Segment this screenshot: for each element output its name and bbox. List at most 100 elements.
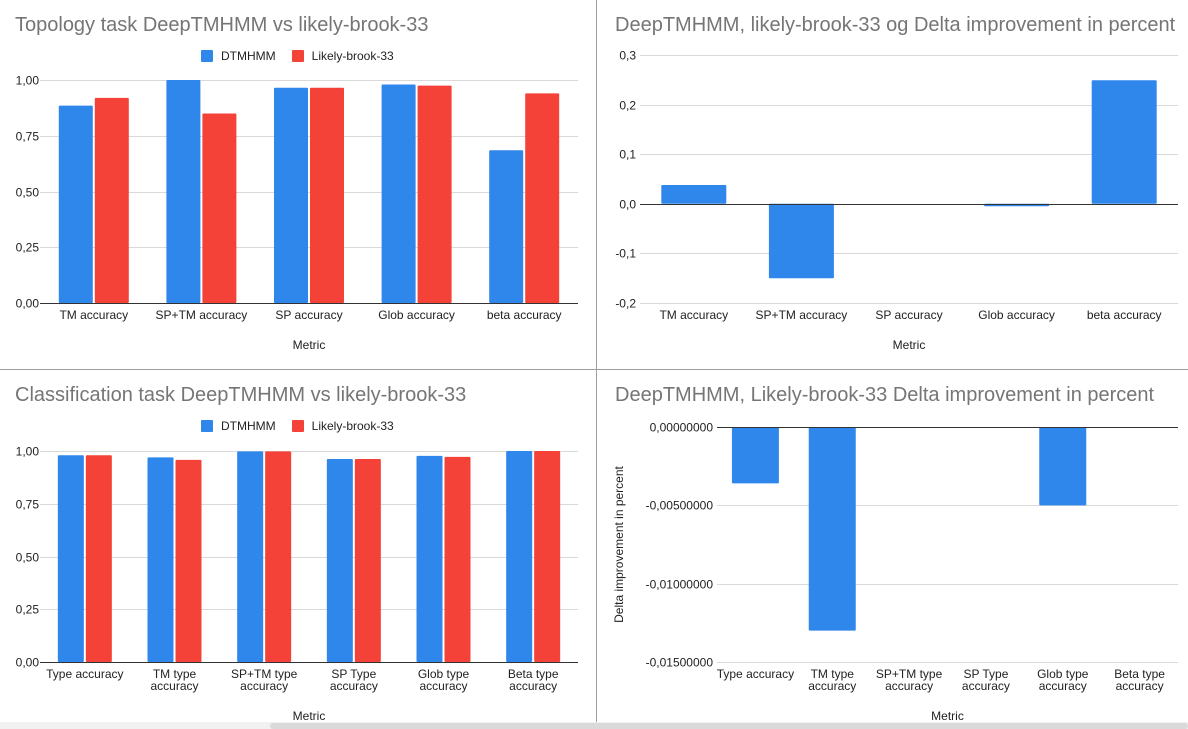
x-tick-label: SP Type [331, 667, 376, 681]
y-tick-label: 0,3 [619, 49, 636, 63]
bar [57, 455, 84, 662]
bar [381, 84, 416, 304]
x-tick-label: accuracy [1116, 679, 1164, 693]
bar [731, 427, 779, 484]
y-tick-label: 0,00 [16, 297, 40, 311]
x-tick-label: SP+TM accuracy [756, 308, 848, 322]
x-tick-label: Glob type [418, 667, 470, 681]
y-axis-title: Delta improvement in percent [612, 465, 626, 622]
legend-item-dtmhmm[interactable]: DTMHMM [201, 48, 276, 64]
legend-label: Likely-brook-33 [311, 419, 394, 433]
y-tick-label: 0,1 [619, 148, 636, 162]
y-tick-label: 0,25 [16, 241, 40, 255]
x-tick-label: accuracy [1039, 679, 1087, 693]
bar [1039, 427, 1087, 506]
y-tick-label: 0,25 [16, 603, 40, 617]
x-tick-label: accuracy [240, 679, 288, 693]
legend-swatch-blue [201, 420, 213, 432]
y-tick-label: -0,01500000 [646, 656, 714, 670]
bar [166, 80, 201, 303]
x-tick-label: accuracy [509, 679, 557, 693]
x-tick-label: Type accuracy [46, 667, 123, 681]
legend-item-dtmhmm[interactable]: DTMHMM [201, 418, 276, 434]
x-tick-label: Glob accuracy [378, 308, 455, 322]
y-tick-label: -0,00500000 [646, 499, 714, 513]
plot-area: -0,2 -0,1 0,0 0,1 0,2 0,3 TM accuracy SP+TM acc… [615, 49, 1178, 352]
bar [94, 97, 129, 303]
chart-title: Topology task DeepTMHMM vs likely-brook-… [15, 14, 429, 36]
y-tick-label: 0,2 [619, 99, 636, 113]
x-tick-label: Glob type [1037, 667, 1089, 681]
x-axis-title: Metric [893, 338, 926, 352]
x-tick-label: accuracy [808, 679, 856, 693]
y-tick-label: 0,50 [16, 551, 40, 565]
y-tick-label: 0,00 [16, 656, 40, 670]
x-tick-label: accuracy [330, 679, 378, 693]
bar [444, 456, 471, 662]
y-tick-label: 0,0 [619, 198, 636, 212]
x-tick-label: TM accuracy [59, 308, 128, 322]
x-tick-label: TM type [811, 667, 855, 681]
y-tick-label: -0,1 [615, 247, 636, 261]
bar [202, 113, 237, 303]
bar [489, 150, 524, 303]
legend-label: Likely-brook-33 [311, 49, 394, 63]
legend-swatch-red [291, 420, 304, 432]
y-tick-label: 1,00 [16, 445, 40, 459]
x-tick-label: SP+TM type [231, 667, 298, 681]
y-tick-label: -0,2 [615, 297, 636, 311]
bar [417, 85, 452, 303]
bar [310, 87, 344, 304]
plot-area: 0,00 0,25 0,50 0,75 1,00 TM accuracy SP+TM acc… [16, 74, 578, 352]
x-axis-title: Metric [931, 709, 964, 722]
y-tick-label: -0,01000000 [646, 578, 714, 592]
plot-area: -0,01500000 -0,01000000 -0,00500000 0,00000… [612, 421, 1178, 722]
x-tick-label: SP+TM type [876, 667, 943, 681]
bar [525, 93, 560, 303]
chart-panel-classification[interactable]: Classification task DeepTMHMM vs likely-… [0, 370, 596, 722]
plot-area: 0,00 0,25 0,50 0,75 1,00 Type accuracy TM type… [16, 445, 578, 722]
legend-label: DTMHMM [221, 49, 276, 63]
bar [326, 459, 353, 662]
x-tick-label: beta accuracy [487, 308, 562, 322]
x-axis-title: Metric [293, 338, 326, 352]
bar [85, 455, 112, 662]
x-tick-label: accuracy [885, 679, 933, 693]
bar [506, 451, 533, 662]
bar [274, 87, 308, 304]
x-tick-label: Beta type [1114, 667, 1165, 681]
vertical-divider [596, 0, 597, 722]
x-tick-label: SP Type [963, 667, 1008, 681]
bar [175, 459, 202, 662]
chart-title: DeepTMHMM, Likely-brook-33 Delta improve… [615, 384, 1155, 406]
legend-item-likely-brook[interactable]: Likely-brook-33 [291, 48, 394, 64]
y-tick-label: 0,50 [16, 186, 40, 200]
legend-item-likely-brook[interactable]: Likely-brook-33 [291, 418, 394, 434]
x-tick-label: TM accuracy [659, 308, 728, 322]
chart-panel-topology[interactable]: Topology task DeepTMHMM vs likely-brook-… [0, 0, 596, 369]
x-tick-label: accuracy [962, 679, 1010, 693]
bar [1091, 80, 1157, 204]
legend-swatch-red [291, 50, 304, 62]
legend: DTMHMM Likely-brook-33 [201, 48, 394, 64]
scrollbar-thumb[interactable] [270, 723, 1188, 729]
bar [237, 451, 264, 662]
chart-panel-topology-delta[interactable]: DeepTMHMM, likely-brook-33 og Delta impr… [597, 0, 1188, 369]
horizontal-divider [0, 369, 1188, 370]
bar [534, 451, 561, 662]
chart-panel-classification-delta[interactable]: DeepTMHMM, Likely-brook-33 Delta improve… [597, 370, 1188, 722]
y-tick-label: 0,75 [16, 498, 40, 512]
x-tick-label: SP accuracy [275, 308, 342, 322]
bar [354, 459, 381, 662]
x-tick-label: accuracy [150, 679, 198, 693]
legend-label: DTMHMM [221, 419, 276, 433]
x-tick-label: Type accuracy [717, 667, 794, 681]
x-tick-label: SP accuracy [875, 308, 942, 322]
y-tick-label: 0,00000000 [650, 421, 714, 435]
y-tick-label: 1,00 [16, 74, 40, 88]
x-tick-label: Beta type [508, 667, 559, 681]
x-axis-title: Metric [293, 709, 326, 722]
x-tick-label: accuracy [419, 679, 467, 693]
bar [147, 457, 174, 662]
x-tick-label: beta accuracy [1087, 308, 1162, 322]
